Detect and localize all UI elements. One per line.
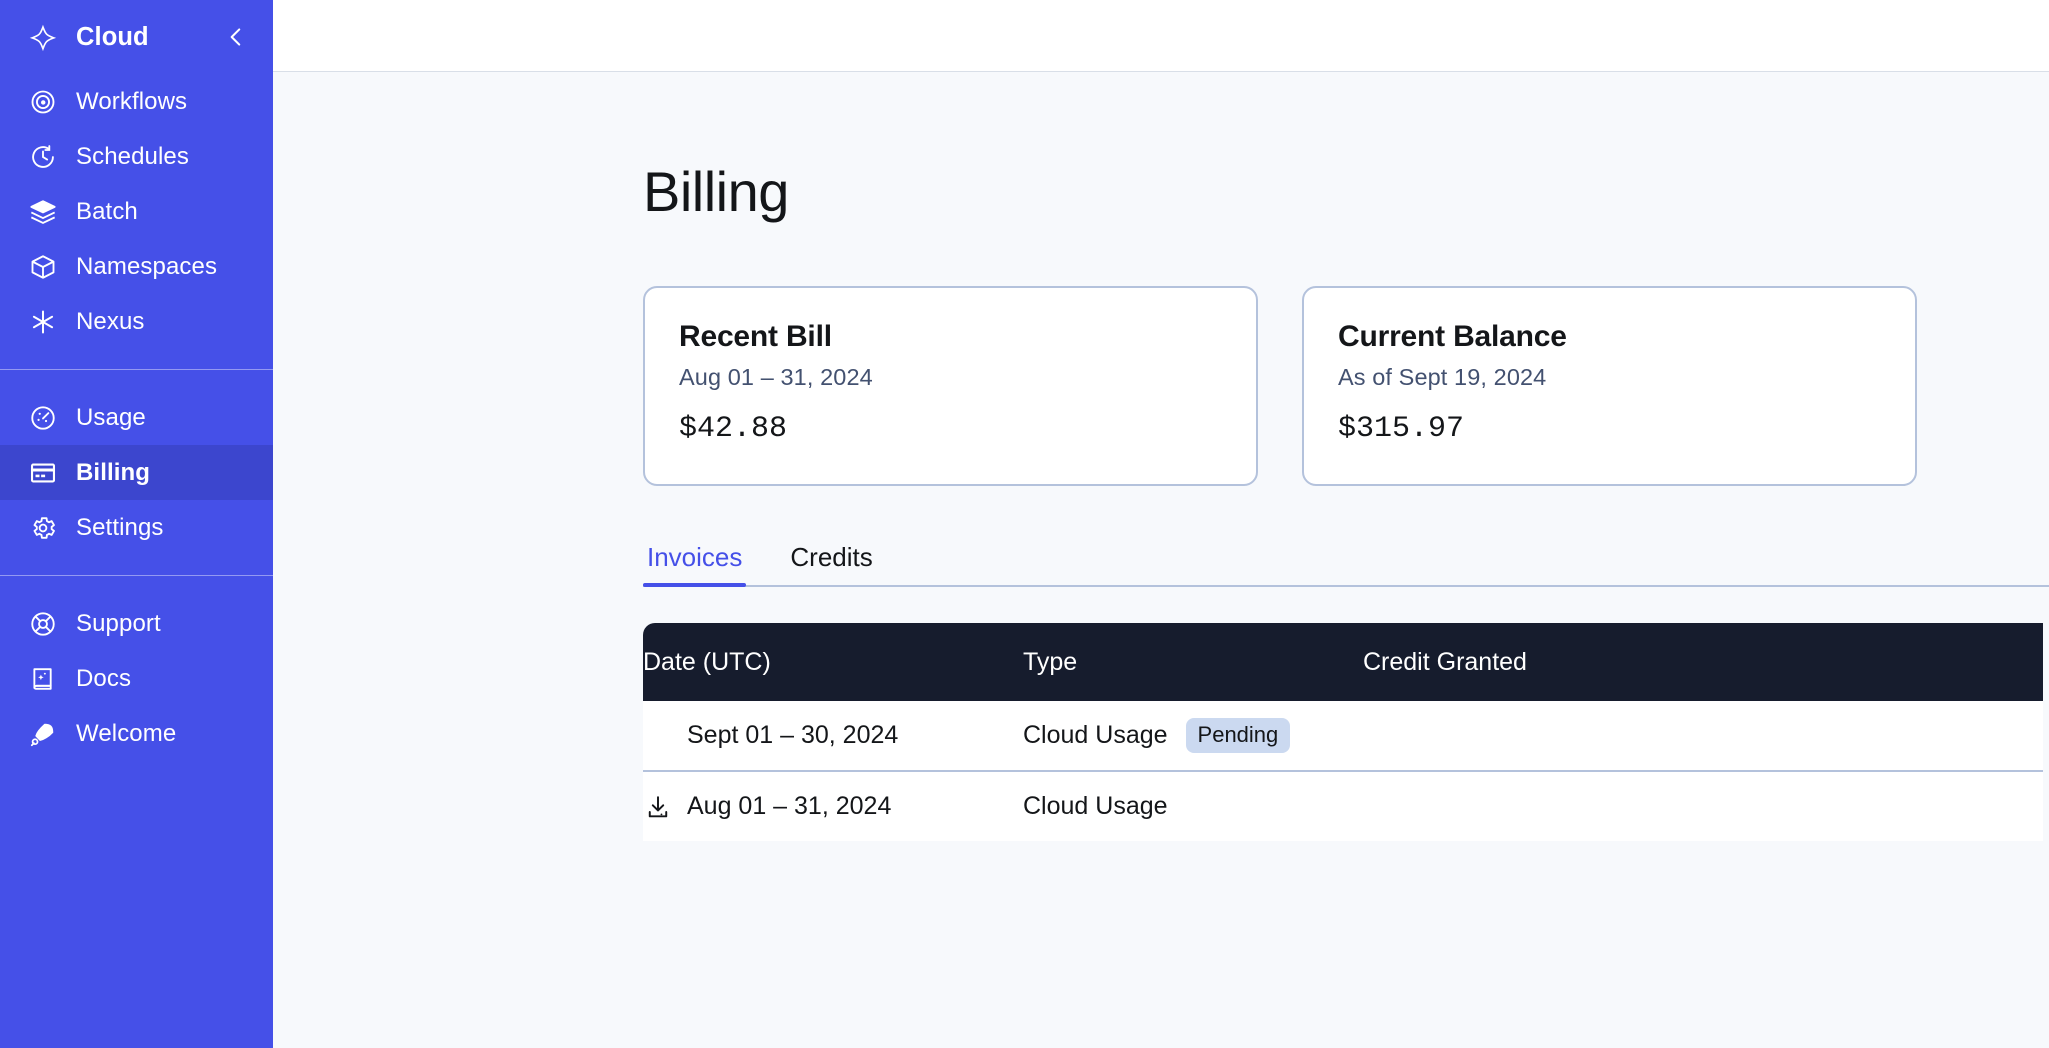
sidebar-item-label: Usage [76, 403, 146, 431]
card-subtitle: As of Sept 19, 2024 [1338, 363, 1547, 390]
invoice-type: Cloud Usage [1023, 721, 1168, 749]
column-header-type: Type [1023, 623, 1363, 701]
invoices-table: Date (UTC) Type Credit Granted [643, 623, 2043, 841]
sidebar-group-help: Support Docs [0, 575, 273, 761]
cloud-star-icon [28, 22, 58, 52]
cell-date: Sept 01 – 30, 2024 [643, 701, 1023, 772]
card-title: Recent Bill [679, 320, 832, 353]
sidebar-item-label: Docs [76, 664, 132, 692]
sidebar-item-billing[interactable]: Billing [0, 445, 273, 500]
cell-spacer [1783, 701, 2043, 772]
invoice-type: Cloud Usage [1023, 792, 1168, 820]
card-amount: $315.97 [1338, 411, 1465, 446]
schedules-clock-icon [28, 142, 58, 172]
column-header-date: Date (UTC) [643, 623, 1023, 701]
card-amount: $42.88 [679, 411, 788, 446]
sidebar-item-label: Settings [76, 513, 164, 541]
sidebar-group-spacer [0, 370, 273, 390]
column-header-spacer [1783, 623, 2043, 701]
cell-type: Cloud Usage [1023, 771, 1363, 841]
sidebar-group-spacer [0, 555, 273, 575]
card-current-balance: Current Balance As of Sept 19, 2024 $315… [1302, 286, 1917, 486]
billing-tabs: Invoices Credits [643, 542, 2049, 587]
sidebar-item-label: Batch [76, 197, 138, 225]
sidebar-item-nexus[interactable]: Nexus [0, 294, 273, 349]
sidebar-item-batch[interactable]: Batch [0, 184, 273, 239]
sidebar-item-namespaces[interactable]: Namespaces [0, 239, 273, 294]
sidebar-brand-label: Cloud [76, 22, 149, 51]
sidebar-item-welcome[interactable]: Welcome [0, 706, 273, 761]
sidebar-item-settings[interactable]: Settings [0, 500, 273, 555]
sidebar: Cloud Workflows [0, 0, 273, 1048]
summary-cards: Recent Bill Aug 01 – 31, 2024 $42.88 Cur… [643, 286, 2049, 486]
tab-credits[interactable]: Credits [790, 542, 873, 572]
settings-gear-icon [28, 513, 58, 543]
sidebar-item-label: Schedules [76, 142, 189, 170]
invoice-date: Sept 01 – 30, 2024 [687, 721, 899, 749]
cell-date: Aug 01 – 31, 2024 [643, 771, 1023, 841]
sidebar-item-label: Nexus [76, 307, 145, 335]
sidebar-group-spacer [0, 349, 273, 369]
tab-invoices[interactable]: Invoices [643, 542, 747, 587]
sidebar-brand[interactable]: Cloud [0, 0, 273, 74]
sidebar-group-primary: Workflows Schedules [0, 74, 273, 369]
docs-book-icon [28, 664, 58, 694]
sidebar-item-label: Support [76, 609, 161, 637]
namespaces-cube-icon [28, 252, 58, 282]
cell-credit-granted [1363, 701, 1783, 772]
sidebar-item-label: Namespaces [76, 252, 218, 280]
sidebar-group-account: Usage Billing [0, 369, 273, 575]
cell-type: Cloud Usage Pending [1023, 701, 1363, 772]
page-title: Billing [643, 160, 789, 223]
invoice-date: Aug 01 – 31, 2024 [687, 792, 892, 820]
cell-spacer [1783, 771, 2043, 841]
content-scroll: Billing Recent Bill Aug 01 – 31, 2024 $4… [273, 72, 2049, 1048]
sidebar-group-spacer [0, 576, 273, 596]
table-head: Date (UTC) Type Credit Granted [643, 623, 2043, 701]
card-recent-bill: Recent Bill Aug 01 – 31, 2024 $42.88 [643, 286, 1258, 486]
workflows-icon [28, 87, 58, 117]
table-row[interactable]: Aug 01 – 31, 2024 Cloud Usage [643, 771, 2043, 841]
content-inner: Billing Recent Bill Aug 01 – 31, 2024 $4… [273, 72, 2049, 841]
sidebar-item-label: Billing [76, 458, 151, 486]
top-bar [273, 0, 2049, 72]
chevron-left-icon[interactable] [221, 22, 251, 52]
sidebar-item-usage[interactable]: Usage [0, 390, 273, 445]
table-body: Sept 01 – 30, 2024 Cloud Usage Pending [643, 701, 2043, 841]
invoices-table-wrapper: Date (UTC) Type Credit Granted [643, 623, 2043, 841]
sidebar-item-label: Welcome [76, 719, 177, 747]
card-subtitle: Aug 01 – 31, 2024 [679, 363, 873, 390]
card-title: Current Balance [1338, 320, 1567, 353]
billing-card-icon [28, 458, 58, 488]
sidebar-item-docs[interactable]: Docs [0, 651, 273, 706]
download-icon[interactable] [643, 792, 673, 822]
status-badge: Pending [1185, 718, 1291, 753]
nexus-asterisk-icon [28, 307, 58, 337]
table-row[interactable]: Sept 01 – 30, 2024 Cloud Usage Pending [643, 701, 2043, 772]
usage-gauge-icon [28, 403, 58, 433]
table-header-row: Date (UTC) Type Credit Granted [643, 623, 2043, 701]
welcome-rocket-icon [28, 719, 58, 749]
cell-credit-granted [1363, 771, 1783, 841]
sidebar-item-workflows[interactable]: Workflows [0, 74, 273, 129]
sidebar-item-support[interactable]: Support [0, 596, 273, 651]
sidebar-item-label: Workflows [76, 87, 188, 115]
sidebar-item-schedules[interactable]: Schedules [0, 129, 273, 184]
column-header-credit-granted: Credit Granted [1363, 623, 1783, 701]
batch-layers-icon [28, 197, 58, 227]
support-lifebuoy-icon [28, 609, 58, 639]
main-area: Billing Recent Bill Aug 01 – 31, 2024 $4… [273, 0, 2049, 1048]
